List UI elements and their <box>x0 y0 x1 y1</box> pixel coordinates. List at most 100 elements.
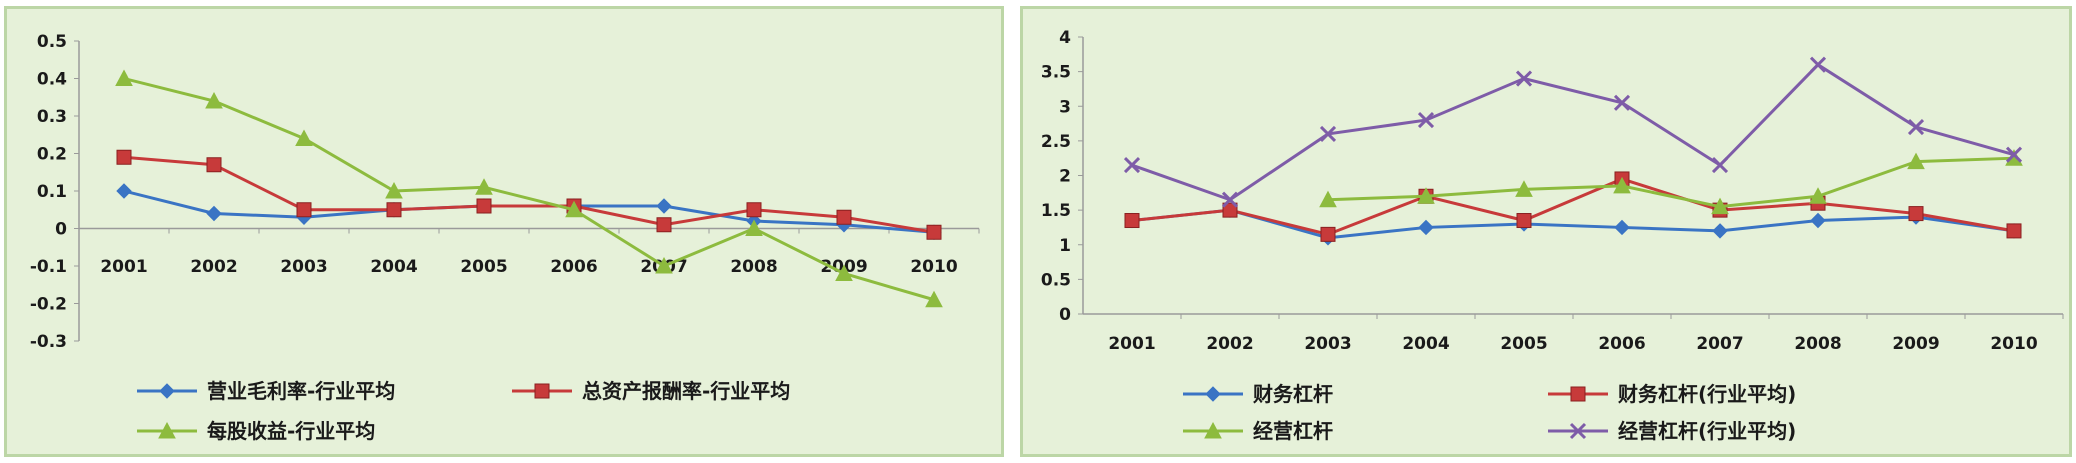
legend-marker <box>1569 422 1587 440</box>
legend-entry: 营业毛利率-行业平均 <box>137 379 395 403</box>
x-tick-label: 2008 <box>1794 334 1841 354</box>
x-tick-label: 2004 <box>370 257 417 277</box>
legend-label: 每股收益-行业平均 <box>207 419 375 443</box>
series-line <box>123 155 935 234</box>
data-point <box>925 290 943 308</box>
data-point <box>745 219 763 236</box>
series-line <box>123 77 935 302</box>
data-point <box>656 198 672 214</box>
y-tick-label: 3 <box>1059 97 1071 117</box>
data-point <box>1123 157 1141 174</box>
data-point <box>565 200 583 218</box>
data-point <box>475 178 493 195</box>
data-point <box>1516 213 1532 229</box>
data-point <box>296 202 312 218</box>
data-point <box>746 202 762 218</box>
data-point <box>115 69 133 86</box>
y-tick-label: -0.3 <box>30 332 67 352</box>
x-tick-label: 2010 <box>1990 334 2037 354</box>
x-tick-label: 2005 <box>1500 334 1547 354</box>
legend-label: 经营杠杆(行业平均) <box>1618 419 1796 443</box>
data-point <box>1907 152 1925 170</box>
x-tick-label: 2009 <box>1892 334 1939 354</box>
y-tick-label: 0.2 <box>37 145 67 165</box>
data-point <box>206 157 222 173</box>
chart-left: 0.5 0.4 0.3 0.2 0.1 0 -0.1 -0.2 -0.3 2001 2002 2003… <box>30 32 980 443</box>
y-tick-label: 4 <box>1059 28 1071 48</box>
data-point <box>835 264 853 281</box>
x-tick-label: 2003 <box>280 257 327 277</box>
data-point <box>1320 226 1336 242</box>
series-line <box>1131 177 2015 236</box>
legend-label: 财务杠杆 <box>1253 382 1333 406</box>
legend-marker <box>1570 386 1586 402</box>
series-2 <box>1124 171 2022 242</box>
data-point <box>656 217 672 233</box>
data-point <box>1613 94 1631 111</box>
legend-label: 经营杠杆 <box>1253 419 1333 443</box>
data-point <box>116 183 132 199</box>
legend-entry: 总资产报酬率-行业平均 <box>512 379 790 403</box>
data-point <box>295 129 313 146</box>
y-tick-label: 3.5 <box>1041 63 1071 83</box>
data-point <box>1515 70 1533 87</box>
data-point <box>1613 176 1631 194</box>
x-tick-label: 2006 <box>550 257 597 277</box>
data-point <box>1711 197 1729 215</box>
data-point <box>1810 212 1826 229</box>
data-point <box>1417 187 1435 204</box>
chart-panel-left: 0.5 0.4 0.3 0.2 0.1 0 -0.1 -0.2 -0.3 2001 2002 2003… <box>4 6 1004 457</box>
data-point <box>206 205 222 222</box>
y-tick-label: 0.5 <box>37 32 67 52</box>
series-3 <box>1319 149 2023 215</box>
data-point <box>1124 213 1140 229</box>
data-point <box>1712 223 1728 239</box>
series-2 <box>116 149 942 240</box>
data-point <box>1319 125 1337 143</box>
y-tick-label: 2.5 <box>1041 132 1071 152</box>
y-tick-label: 0.5 <box>1041 270 1071 290</box>
data-point <box>1908 206 1924 222</box>
data-point <box>205 91 223 109</box>
data-point <box>1809 187 1827 204</box>
x-tick-label: 2006 <box>1598 334 1645 354</box>
legend-label: 财务杠杆(行业平均) <box>1618 382 1796 406</box>
x-tick-label: 2010 <box>910 257 957 277</box>
legend-entry: 经营杠杆(行业平均) <box>1548 419 1796 443</box>
data-point <box>1319 190 1337 208</box>
y-tick-label: 0.3 <box>37 107 67 127</box>
data-point <box>116 149 132 165</box>
y-tick-label: 0 <box>1059 305 1071 325</box>
data-point <box>1418 219 1434 236</box>
data-point <box>1417 112 1435 129</box>
x-tick-label: 2001 <box>1108 334 1155 354</box>
legend-marker <box>158 421 176 439</box>
data-point <box>386 202 402 218</box>
legend-entry: 每股收益-行业平均 <box>137 419 375 443</box>
data-point <box>1222 202 1238 218</box>
series-4 <box>1123 56 2023 208</box>
series-line <box>1131 208 2015 240</box>
chart-panel-right: 4 3.5 3 2.5 2 1.5 1 0.5 0 2001 2002 2003 2004 2005 200… <box>1020 6 2072 457</box>
series-line <box>1327 156 2015 209</box>
legend-entry: 财务杠杆 <box>1183 382 1333 406</box>
data-point <box>1809 56 1827 73</box>
data-point <box>2006 223 2022 239</box>
data-point <box>385 181 403 199</box>
series-line <box>1131 62 2015 202</box>
data-point <box>2005 146 2023 163</box>
data-point <box>1221 191 1239 208</box>
x-tick-label: 2002 <box>1206 334 1253 354</box>
y-tick-label: -0.2 <box>30 295 67 315</box>
x-tick-label: 2005 <box>460 257 507 277</box>
data-point <box>1711 157 1729 174</box>
data-point <box>926 224 942 240</box>
x-tick-label: 2002 <box>190 257 237 277</box>
legend-marker <box>159 383 175 399</box>
legend-entry: 经营杠杆 <box>1183 419 1333 443</box>
y-tick-label: -0.1 <box>30 257 67 277</box>
y-tick-label: 1.5 <box>1041 201 1071 221</box>
data-point <box>836 209 852 225</box>
x-tick-label: 2008 <box>730 257 777 277</box>
x-tick-label: 2003 <box>1304 334 1351 354</box>
